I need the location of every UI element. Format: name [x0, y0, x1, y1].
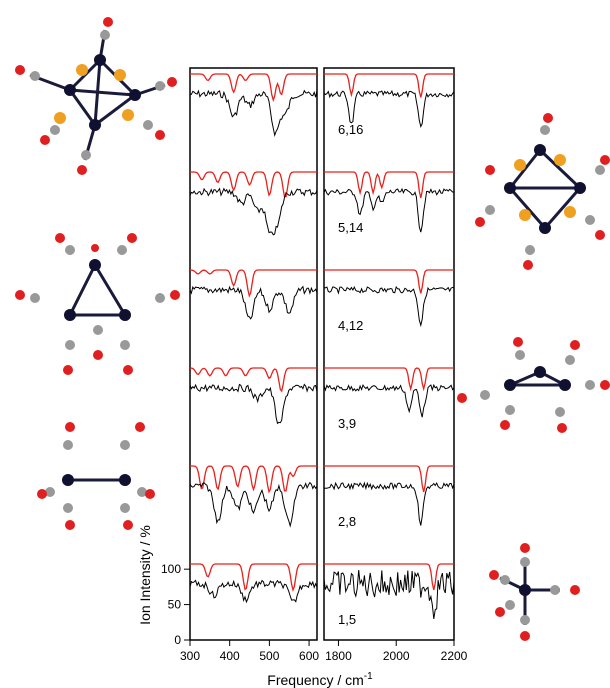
- spectra-traces: [189, 73, 455, 619]
- exp-trace-left: [189, 89, 318, 138]
- exp-trace-left: [189, 383, 318, 425]
- exp-trace-left: [189, 285, 318, 320]
- calc-trace-left: [190, 563, 317, 593]
- y-axis-ticks: 0 50 100: [161, 562, 190, 647]
- y-tick-label: 50: [168, 598, 182, 612]
- y-axis-label: Ion Intensity / %: [137, 525, 153, 625]
- x-tick-label: 1800: [325, 649, 352, 663]
- cluster-structure-3-icon: [457, 337, 610, 433]
- calc-trace-right: [324, 269, 454, 294]
- exp-trace-right: [323, 570, 455, 619]
- calc-trace-right: [324, 563, 454, 591]
- trace-labels: 6,16 5,14 4,12 3,9 2,8 1,5: [338, 122, 363, 627]
- exp-trace-right: [323, 481, 455, 526]
- exp-trace-right: [323, 383, 455, 418]
- cluster-structure-5-icon: [475, 113, 610, 270]
- exp-trace-right: [323, 285, 455, 328]
- calc-trace-right: [324, 367, 454, 392]
- trace-label: 5,14: [338, 220, 363, 235]
- left-panel-frame: [189, 67, 318, 641]
- x-tick-label: 500: [259, 649, 279, 663]
- trace-label: 3,9: [338, 416, 356, 431]
- cluster-structure-2-icon: [37, 422, 155, 530]
- trace-label: 4,12: [338, 318, 363, 333]
- exp-trace-left: [189, 481, 318, 528]
- calc-trace-right: [324, 73, 454, 98]
- x-tick-label: 2200: [441, 649, 468, 663]
- x-tick-label: 400: [220, 649, 240, 663]
- exp-trace-right: [323, 187, 455, 233]
- exp-trace-right: [323, 89, 455, 128]
- calc-trace-left: [189, 367, 317, 393]
- cluster-structure-6-icon: [15, 17, 177, 175]
- calc-trace-left: [190, 73, 317, 103]
- x-tick-label: 600: [299, 649, 319, 663]
- right-axis-ticks: 1800 2000 2200: [325, 640, 468, 663]
- x-tick-label: 2000: [383, 649, 410, 663]
- exp-trace-left: [189, 187, 318, 236]
- trace-label: 1,5: [338, 612, 356, 627]
- calc-trace-left: [189, 269, 317, 298]
- y-tick-label: 100: [161, 562, 181, 576]
- exp-trace-left: [189, 579, 318, 604]
- right-panel-frame: [323, 67, 455, 641]
- x-tick-label: 300: [180, 649, 200, 663]
- calc-trace-left: [190, 171, 317, 198]
- trace-label: 6,16: [338, 122, 363, 137]
- calc-trace-left: [190, 465, 317, 494]
- x-axis-label: Frequency / cm-1: [267, 671, 373, 688]
- cluster-structure-4-icon: [15, 233, 180, 375]
- calc-trace-right: [324, 171, 454, 199]
- cluster-structure-1-icon: [489, 543, 580, 641]
- y-tick-label: 0: [174, 633, 181, 647]
- trace-label: 2,8: [338, 514, 356, 529]
- left-axis-ticks: 300 400 500 600: [180, 640, 319, 663]
- calc-trace-right: [324, 465, 454, 493]
